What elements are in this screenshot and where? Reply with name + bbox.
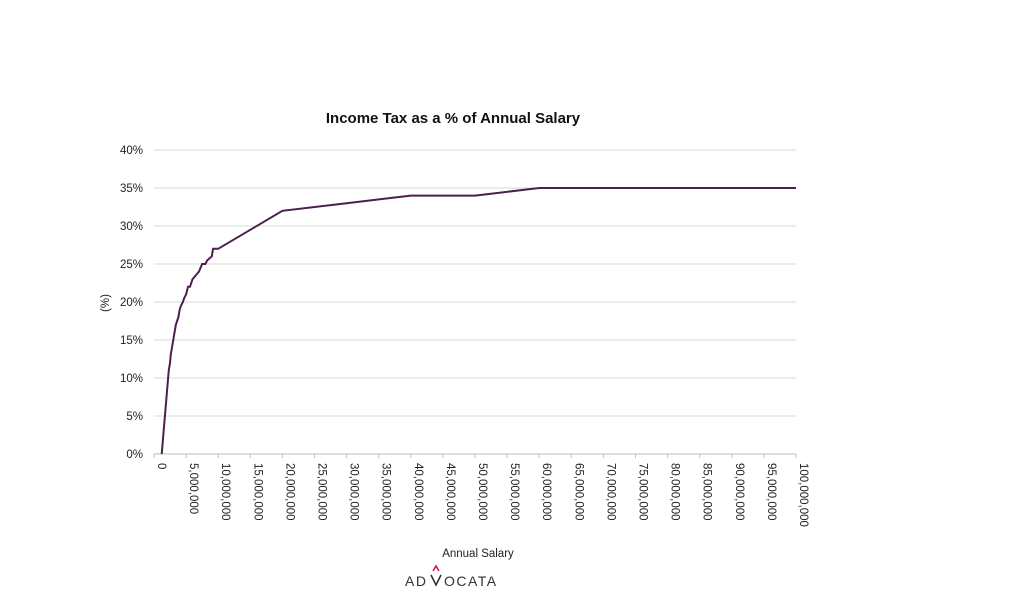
advocata-logo: AD OCATA bbox=[405, 564, 498, 589]
x-tick-label: 30,000,000 bbox=[348, 463, 360, 521]
y-tick-label: 5% bbox=[126, 411, 143, 423]
x-tick-label: 55,000,000 bbox=[508, 463, 520, 521]
chart-title: Income Tax as a % of Annual Salary bbox=[326, 110, 581, 127]
logo-text-left: AD bbox=[405, 573, 427, 589]
x-axis-label: Annual Salary bbox=[442, 548, 514, 560]
y-axis-label: (%) bbox=[100, 294, 112, 312]
series-line bbox=[160, 187, 796, 455]
x-tick-label: 70,000,000 bbox=[604, 463, 616, 521]
x-tick-label: 75,000,000 bbox=[637, 463, 649, 521]
x-tick-label: 45,000,000 bbox=[444, 463, 456, 521]
x-tick-label: 60,000,000 bbox=[540, 463, 552, 521]
logo-accent-icon bbox=[432, 564, 440, 572]
x-tick-label: 100,000,000 bbox=[797, 463, 809, 527]
x-tick-label: 5,000,000 bbox=[187, 463, 199, 514]
x-tick-label: 0 bbox=[155, 463, 167, 469]
y-tick-label: 30% bbox=[120, 221, 143, 233]
y-tick-label: 40% bbox=[120, 145, 143, 157]
x-tick-label: 25,000,000 bbox=[316, 463, 328, 521]
y-tick-label: 15% bbox=[120, 335, 143, 347]
x-tick-label: 40,000,000 bbox=[412, 463, 424, 521]
x-tick-label: 65,000,000 bbox=[572, 463, 584, 521]
x-tick-label: 10,000,000 bbox=[219, 463, 231, 521]
y-tick-label: 25% bbox=[120, 259, 143, 271]
x-tick-label: 20,000,000 bbox=[283, 463, 295, 521]
gridlines bbox=[154, 149, 796, 455]
x-tick-label: 85,000,000 bbox=[701, 463, 713, 521]
y-tick-label: 10% bbox=[120, 373, 143, 385]
x-tick-label: 80,000,000 bbox=[669, 463, 681, 521]
y-tick-label: 0% bbox=[126, 449, 143, 461]
y-tick-label: 35% bbox=[120, 183, 143, 195]
x-axis-ticks: 0 5,000,000 10,000,000 15,000,000 20,000,000… bbox=[153, 454, 809, 527]
series-layer bbox=[160, 187, 796, 455]
x-tick-label: 15,000,000 bbox=[251, 463, 263, 521]
logo-text-right: OCATA bbox=[444, 573, 498, 589]
y-tick-label: 20% bbox=[120, 297, 143, 309]
x-tick-label: 50,000,000 bbox=[476, 463, 488, 521]
x-tick-label: 95,000,000 bbox=[765, 463, 777, 521]
x-tick-label: 35,000,000 bbox=[380, 463, 392, 521]
y-axis-ticks: 0% 5% 10% 15% 20% 25% 30% 35% 40% bbox=[120, 145, 143, 461]
logo-v-icon bbox=[430, 574, 442, 587]
x-tick-label: 90,000,000 bbox=[733, 463, 745, 521]
